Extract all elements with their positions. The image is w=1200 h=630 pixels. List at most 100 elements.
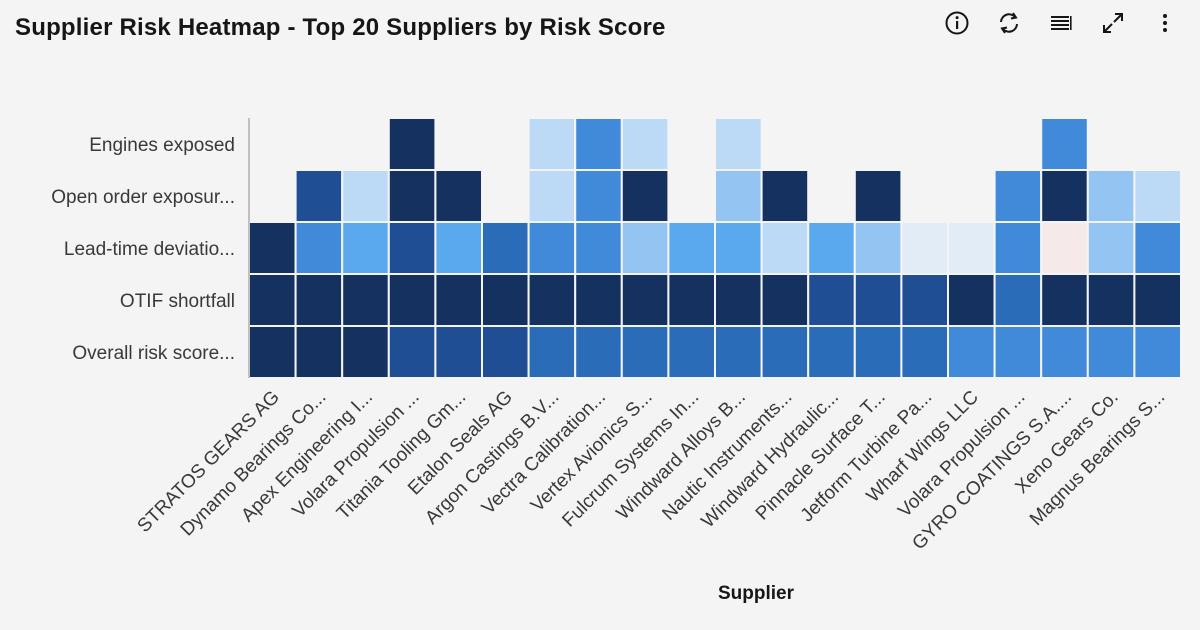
row-label: Lead-time deviatio... <box>64 239 235 260</box>
heatmap-cell[interactable] <box>620 273 670 327</box>
heatmap-cell[interactable] <box>947 325 996 379</box>
heatmap-cell[interactable] <box>1040 273 1089 327</box>
list-icon <box>1051 16 1072 30</box>
heatmap-cell[interactable] <box>714 325 763 379</box>
heatmap-cell[interactable] <box>900 221 950 275</box>
heatmap-cell[interactable] <box>527 169 577 223</box>
heatmap-cell[interactable] <box>1086 273 1136 327</box>
row-label: Engines exposed <box>89 135 235 156</box>
heatmap-cell[interactable] <box>1040 169 1089 223</box>
info-button[interactable] <box>938 8 976 38</box>
heatmap-cell[interactable] <box>1086 221 1136 275</box>
heatmap-cell[interactable] <box>620 169 670 223</box>
heatmap-cell[interactable] <box>434 221 483 275</box>
heatmap-cell[interactable] <box>947 221 996 275</box>
row-label: Overall risk score... <box>72 343 235 364</box>
heatmap-cell[interactable] <box>667 273 717 327</box>
refresh-icon <box>1000 12 1018 34</box>
heatmap-cell[interactable] <box>481 273 530 327</box>
heatmap-cell[interactable] <box>1133 221 1183 275</box>
row-label: OTIF shortfall <box>120 291 235 312</box>
info-icon <box>945 11 969 35</box>
heatmap-cell[interactable] <box>947 273 996 327</box>
heatmap-cell[interactable] <box>248 273 297 327</box>
heatmap-cell[interactable] <box>667 325 717 379</box>
heatmap-cell[interactable] <box>1040 221 1089 275</box>
heatmap-cell[interactable] <box>853 273 903 327</box>
heatmap-cell[interactable] <box>807 325 856 379</box>
heatmap-cell[interactable] <box>527 273 577 327</box>
heatmap-cell[interactable] <box>620 325 670 379</box>
x-axis-title: Supplier <box>718 583 795 604</box>
heatmap-cell[interactable] <box>807 273 856 327</box>
heatmap-cell[interactable] <box>294 273 344 327</box>
overflow-menu-button[interactable] <box>1146 8 1184 38</box>
heatmap-cell[interactable] <box>527 117 577 171</box>
heatmap-cell[interactable] <box>481 325 530 379</box>
heatmap-cell[interactable] <box>341 273 390 327</box>
heatmap-cell[interactable] <box>294 221 344 275</box>
heatmap-cell[interactable] <box>387 221 437 275</box>
heatmap-cell[interactable] <box>434 325 483 379</box>
heatmap-cell[interactable] <box>714 117 763 171</box>
heatmap-cell[interactable] <box>714 169 763 223</box>
heatmap-cell[interactable] <box>1133 325 1183 379</box>
heatmap-cell[interactable] <box>1086 169 1136 223</box>
heatmap-cell[interactable] <box>248 325 297 379</box>
heatmap-cell[interactable] <box>294 325 344 379</box>
heatmap-cell[interactable] <box>993 169 1043 223</box>
heatmap-cell[interactable] <box>667 221 717 275</box>
heatmap-cell[interactable] <box>527 221 577 275</box>
heatmap-cell[interactable] <box>434 273 483 327</box>
row-label: Open order exposur... <box>51 187 235 208</box>
heatmap-cell[interactable] <box>1086 325 1136 379</box>
heatmap-cell[interactable] <box>387 325 437 379</box>
heatmap-cell[interactable] <box>993 221 1043 275</box>
heatmap-cell[interactable] <box>760 273 810 327</box>
heatmap-cell[interactable] <box>574 117 623 171</box>
heatmap-cell[interactable] <box>434 169 483 223</box>
chart-title: Supplier Risk Heatmap - Top 20 Suppliers… <box>15 14 666 41</box>
refresh-button[interactable] <box>990 8 1028 38</box>
heatmap-cell[interactable] <box>1040 117 1089 171</box>
heatmap-cell[interactable] <box>387 169 437 223</box>
heatmap-cell[interactable] <box>481 221 530 275</box>
heatmap-cell[interactable] <box>760 169 810 223</box>
heatmap-cell[interactable] <box>387 273 437 327</box>
heatmap-cell[interactable] <box>341 325 390 379</box>
heatmap-cell[interactable] <box>853 325 903 379</box>
heatmap-cell[interactable] <box>574 221 623 275</box>
heatmap-cell[interactable] <box>900 325 950 379</box>
heatmap-cell[interactable] <box>1040 325 1089 379</box>
overflow-menu-icon <box>1163 14 1167 32</box>
heatmap-cell[interactable] <box>993 325 1043 379</box>
heatmap-cell[interactable] <box>248 221 297 275</box>
heatmap-cell[interactable] <box>1133 169 1183 223</box>
heatmap-cell[interactable] <box>993 273 1043 327</box>
heatmap-cell[interactable] <box>900 273 950 327</box>
chart-toolbar <box>938 8 1184 38</box>
heatmap-cell[interactable] <box>853 169 903 223</box>
heatmap-cell[interactable] <box>853 221 903 275</box>
heatmap-cell[interactable] <box>760 221 810 275</box>
heatmap-cell[interactable] <box>341 221 390 275</box>
heatmap-cell[interactable] <box>574 169 623 223</box>
heatmap-cell[interactable] <box>714 273 763 327</box>
fullscreen-button[interactable] <box>1094 8 1132 38</box>
heatmap-cell[interactable] <box>574 325 623 379</box>
heatmap-cell[interactable] <box>574 273 623 327</box>
heatmap-cell[interactable] <box>1133 273 1183 327</box>
heatmap-cell[interactable] <box>807 221 856 275</box>
heatmap-cell[interactable] <box>527 325 577 379</box>
heatmap-cell[interactable] <box>760 325 810 379</box>
heatmap-cell[interactable] <box>341 169 390 223</box>
expand-icon <box>1103 13 1123 33</box>
heatmap-cell[interactable] <box>714 221 763 275</box>
heatmap-cell[interactable] <box>294 169 344 223</box>
data-table-button[interactable] <box>1042 8 1080 38</box>
heatmap-cell[interactable] <box>387 117 437 171</box>
heatmap-cell[interactable] <box>620 221 670 275</box>
heatmap-cell[interactable] <box>620 117 670 171</box>
